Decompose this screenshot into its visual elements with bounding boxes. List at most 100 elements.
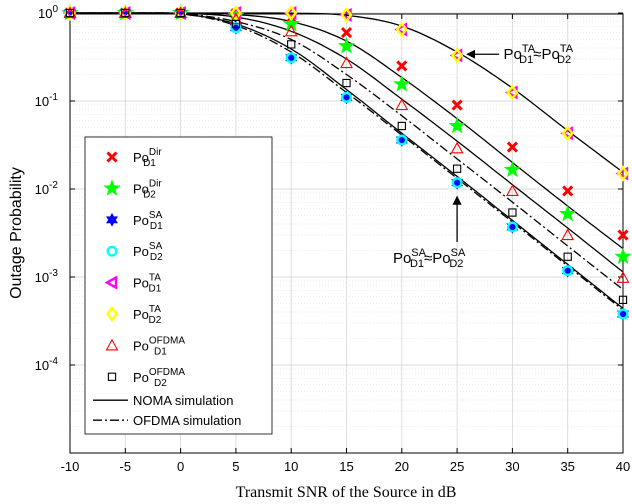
data-point	[174, 5, 187, 21]
x-tick-label: 35	[560, 459, 574, 474]
x-tick-label: 10	[284, 459, 298, 474]
data-point	[561, 228, 575, 241]
axis-ticks: -10 -5 0 5 10 15 20 25 30 35 40 100 10-1 10-2 10-3 10-4	[35, 4, 631, 474]
annotations: PoTA D1≈PoTA D2 PoSA D1≈PoSA D2	[393, 43, 574, 270]
legend-marker	[107, 372, 117, 381]
data-point	[617, 165, 629, 182]
legend-label: PoDir D1	[133, 147, 162, 169]
data-point	[508, 208, 517, 217]
legend-marker	[106, 151, 118, 163]
data-point	[395, 21, 408, 38]
legend-marker	[105, 338, 119, 351]
legend-item-sa1: PoSA D1	[105, 210, 163, 232]
x-tick-label: 20	[395, 459, 409, 474]
legend-item-ta1: PoTA D1	[104, 273, 162, 295]
data-point	[65, 8, 75, 18]
data-point	[506, 141, 518, 153]
y-axis-title: Outage Probability	[8, 167, 25, 299]
series-ofdma2	[65, 8, 628, 304]
x-axis-title: Transmit SNR of the Source in dB	[236, 484, 457, 501]
y-tick-label: 10-4	[35, 356, 59, 373]
data-point	[340, 90, 353, 105]
x-tick-label: 5	[232, 459, 239, 474]
data-point	[285, 50, 298, 65]
simulation-curves	[70, 12, 624, 311]
y-tick-label: 100	[38, 4, 58, 21]
legend-label: PoSA D1	[133, 210, 163, 232]
data-point	[618, 295, 628, 304]
legend-label: PoTA D1	[133, 273, 162, 295]
data-point	[174, 6, 188, 19]
data-point	[614, 247, 632, 265]
legend-label: NOMA simulation	[133, 393, 233, 408]
y-tick-label: 10-2	[35, 180, 59, 197]
data-point	[285, 5, 298, 21]
data-point	[563, 252, 572, 261]
data-point	[396, 60, 408, 72]
data-point	[561, 263, 574, 278]
data-point	[229, 12, 243, 25]
x-tick-label: 15	[339, 459, 353, 474]
data-point	[285, 52, 297, 64]
data-point	[451, 99, 463, 111]
data-point	[450, 141, 464, 154]
data-point	[617, 308, 629, 320]
data-point	[505, 184, 519, 197]
legend: PoDir D1 PoDir D2 PoSA D1 PoSA D2 PoTA D1 PoTA D2 Po…	[84, 136, 273, 435]
legend-label: PoDir D2	[133, 178, 162, 200]
data-markers	[61, 3, 632, 322]
legend-label: PoTA D2	[133, 304, 162, 326]
data-point	[392, 75, 411, 92]
data-point	[451, 47, 464, 64]
legend-label: PoSA D2	[133, 241, 163, 263]
data-point	[118, 6, 132, 19]
data-point	[562, 185, 574, 197]
data-point	[616, 306, 630, 322]
data-point	[451, 177, 463, 189]
data-point	[63, 6, 77, 19]
data-point	[287, 40, 296, 49]
legend-marker	[104, 275, 118, 290]
data-point	[395, 132, 408, 148]
data-point	[503, 160, 522, 178]
data-point	[231, 19, 241, 29]
legend-marker	[106, 245, 118, 257]
x-tick-label: 40	[616, 459, 630, 474]
annotation-sa: PoSA D1≈PoSA D2	[393, 247, 466, 270]
legend-item-ta2: PoTA D2	[106, 304, 162, 326]
data-point	[396, 134, 408, 146]
series-ta2	[64, 5, 629, 182]
data-point	[506, 219, 519, 235]
data-point	[561, 125, 574, 142]
series-ofdma1	[63, 6, 630, 283]
legend-marker	[103, 179, 121, 196]
x-tick-label: -5	[120, 459, 132, 474]
legend-label: OFDMA simulation	[133, 413, 241, 428]
data-point	[342, 78, 351, 88]
legend-item-solid: NOMA simulation	[93, 393, 233, 408]
legend-item-dashdot: OFDMA simulation	[93, 413, 241, 428]
data-point	[448, 116, 466, 134]
data-point	[337, 36, 356, 54]
y-tick-label: 10-1	[35, 92, 59, 109]
legend-marker	[106, 306, 118, 322]
data-point	[340, 56, 353, 69]
y-tick-label: 10-3	[35, 268, 59, 285]
data-point	[340, 26, 353, 39]
data-point	[451, 175, 464, 190]
data-point	[282, 14, 301, 32]
data-point	[397, 121, 406, 131]
legend-item-dir2: PoDir D2	[103, 178, 162, 200]
data-point	[284, 24, 298, 37]
legend-marker	[105, 212, 119, 227]
data-point	[506, 221, 518, 233]
x-tick-label: 30	[505, 459, 519, 474]
data-point	[176, 8, 185, 18]
data-point	[452, 164, 462, 173]
data-point	[395, 98, 409, 111]
x-tick-label: -10	[61, 459, 80, 474]
data-point	[616, 271, 630, 283]
data-point	[617, 229, 629, 241]
data-point	[558, 204, 577, 222]
